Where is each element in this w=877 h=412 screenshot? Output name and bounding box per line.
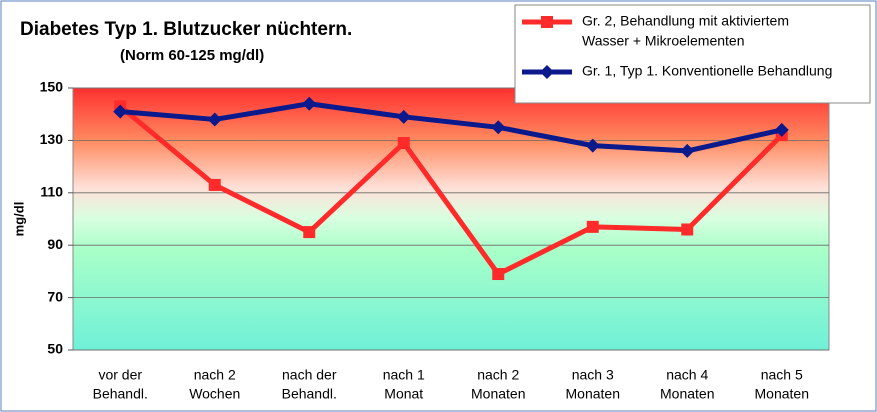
x-tick-label: Behandl. <box>93 386 148 402</box>
y-axis-label: mg/dl <box>11 202 26 237</box>
point <box>396 109 411 124</box>
y-tick-label: 130 <box>40 131 64 147</box>
x-tick-label: Monat <box>384 386 423 402</box>
y-tick-label: 110 <box>40 184 63 200</box>
point <box>681 223 694 236</box>
point <box>540 65 554 79</box>
chart-title: Diabetes Typ 1. Blutzucker nüchtern. <box>20 19 352 40</box>
x-tick-label: vor der <box>98 367 142 383</box>
series <box>113 96 789 281</box>
x-tick-label: nach 3 <box>572 367 614 383</box>
y-tick-label: 70 <box>47 288 63 304</box>
x-tick-label: Behandl. <box>282 386 337 402</box>
x-tick-label: nach 5 <box>761 367 803 383</box>
point <box>774 122 789 137</box>
point <box>302 96 317 111</box>
point <box>397 137 410 150</box>
point <box>113 104 128 119</box>
point <box>492 268 505 281</box>
point <box>491 120 506 135</box>
line <box>118 104 784 277</box>
point <box>207 112 222 127</box>
legend: Gr. 2, Behandlung mit aktiviertem Wasser … <box>514 4 871 104</box>
point <box>586 220 599 233</box>
point <box>208 178 221 191</box>
x-tick-label: nach 1 <box>383 367 425 383</box>
x-axis: vor der Behandl. nach 2 Wochen nach der Behan… <box>93 367 809 402</box>
y-tick-label: 150 <box>40 79 64 95</box>
line <box>120 101 783 154</box>
legend-label: Gr. 2, Behandlung mit aktiviertem <box>582 13 789 29</box>
line-series <box>113 96 789 158</box>
chart-subtitle: (Norm 60-125 mg/dl) <box>120 47 264 64</box>
x-tick-label: Monaten <box>566 386 620 402</box>
legend-box <box>514 4 871 104</box>
x-tick-label: nach der <box>282 367 337 383</box>
y-tick-label: 90 <box>47 236 63 252</box>
x-tick-label: Wochen <box>189 386 240 402</box>
point <box>303 226 316 239</box>
x-tick-label: Monaten <box>471 386 525 402</box>
point <box>541 16 553 28</box>
y-tick-label: 50 <box>47 341 63 357</box>
legend-label: Wasser + Mikroelementen <box>582 33 744 49</box>
x-tick-label: nach 4 <box>666 367 708 383</box>
x-tick-label: Monaten <box>660 386 714 402</box>
point <box>585 138 600 153</box>
point <box>680 143 695 158</box>
legend-label: Gr. 1, Typ 1. Konventionelle Behandlung <box>582 63 832 79</box>
x-tick-label: nach 2 <box>477 367 519 383</box>
x-tick-label: Monaten <box>755 386 809 402</box>
x-tick-label: nach 2 <box>194 367 236 383</box>
plot-area <box>72 87 830 351</box>
